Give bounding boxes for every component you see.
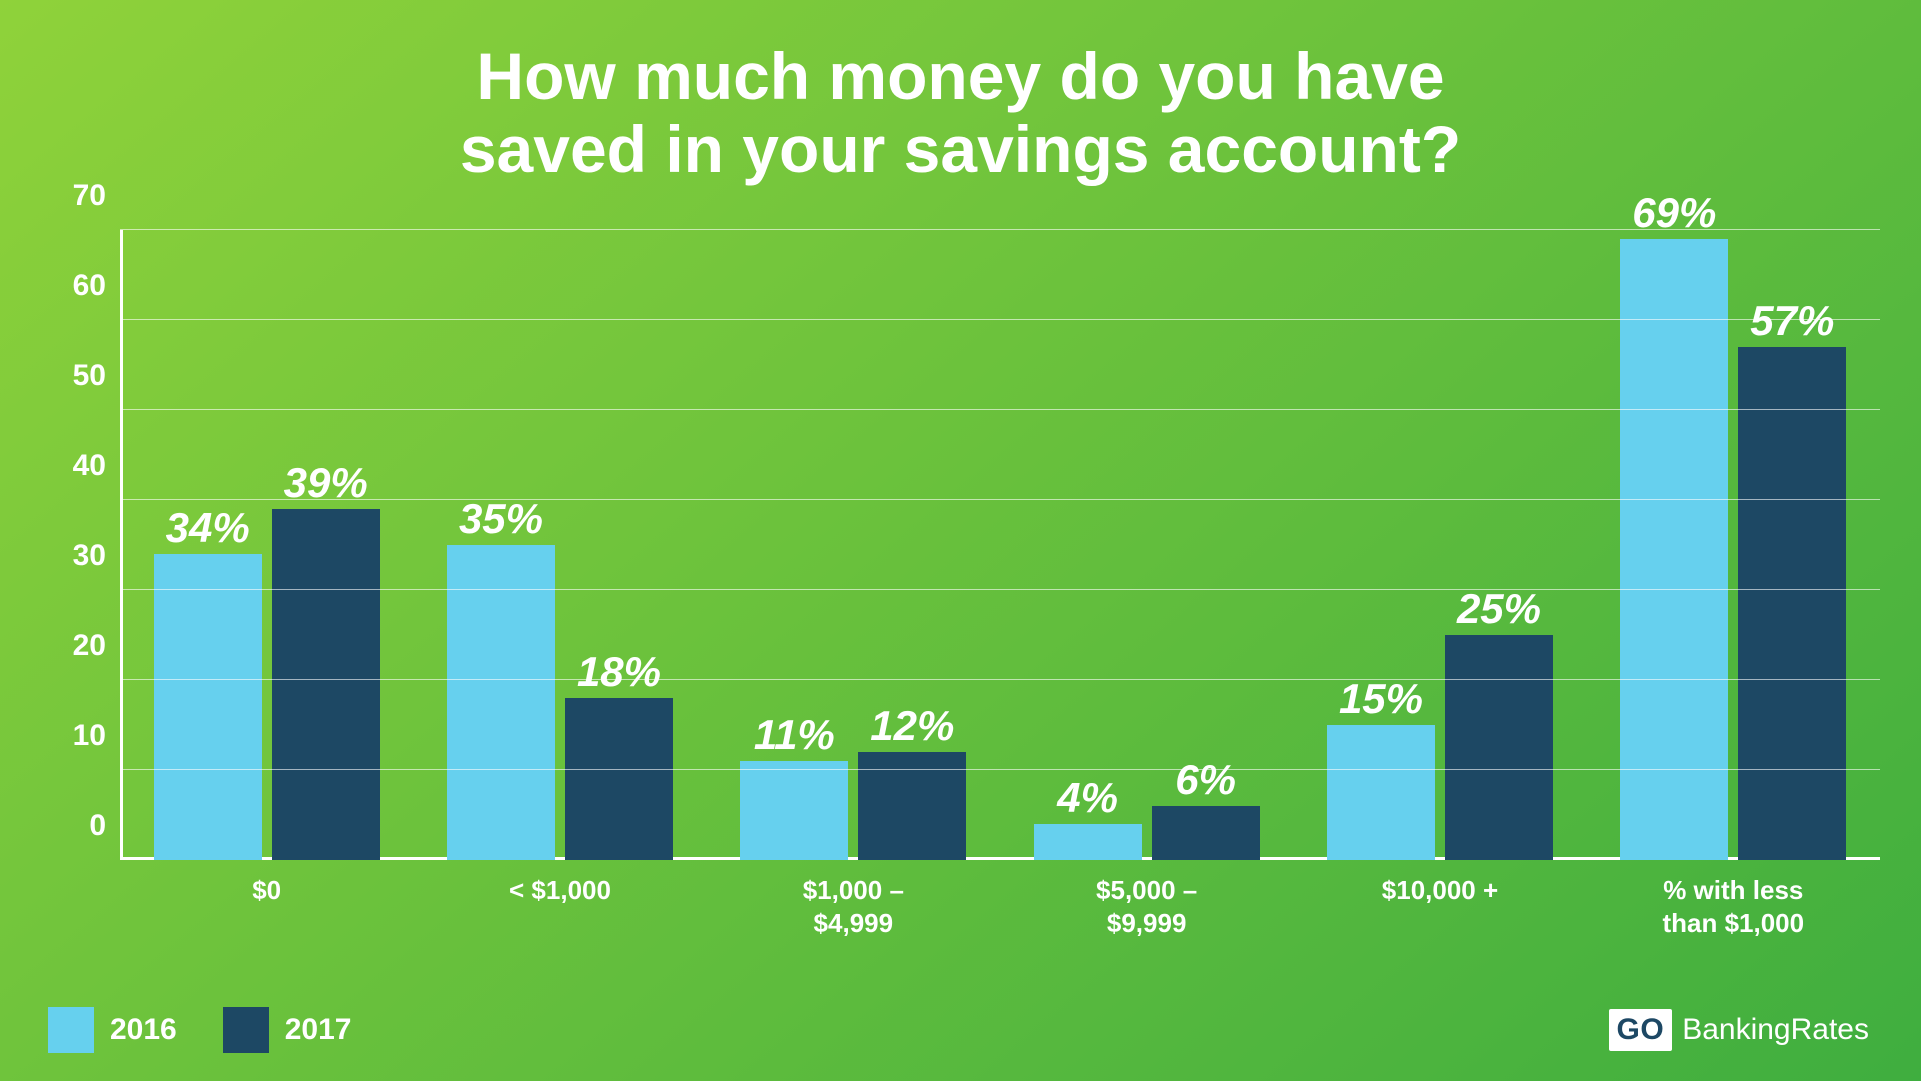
gridline (120, 769, 1880, 770)
y-tick-label: 40 (73, 449, 120, 483)
y-tick-label: 0 (89, 809, 120, 843)
gridline (120, 409, 1880, 410)
bar-value-label: 12% (870, 702, 954, 752)
bar-value-label: 6% (1175, 756, 1236, 806)
bar: 6% (1152, 806, 1260, 860)
bar-value-label: 11% (754, 711, 835, 761)
y-tick-label: 60 (73, 269, 120, 303)
y-tick-label: 50 (73, 359, 120, 393)
bar-group: 15%25%$10,000 + (1293, 230, 1586, 860)
bar-value-label: 25% (1457, 585, 1541, 635)
infographic-canvas: How much money do you have saved in your… (0, 0, 1921, 1081)
gridline (120, 319, 1880, 320)
gridline (120, 499, 1880, 500)
bar: 69% (1620, 239, 1728, 860)
legend-swatch (48, 1007, 94, 1053)
legend: 2016 2017 (48, 1007, 352, 1053)
brand-box: GO (1609, 1009, 1673, 1051)
gridline (120, 589, 1880, 590)
legend-label: 2017 (285, 1013, 352, 1047)
bar: 35% (447, 545, 555, 860)
bar: 15% (1327, 725, 1435, 860)
category-label: < $1,000 (509, 860, 611, 907)
bar: 18% (565, 698, 673, 860)
bar: 57% (1738, 347, 1846, 860)
bar-group: 11%12%$1,000 – $4,999 (707, 230, 1000, 860)
bar-group: 35%18%< $1,000 (413, 230, 706, 860)
category-label: $1,000 – $4,999 (803, 860, 904, 939)
bar-value-label: 18% (577, 648, 661, 698)
bar: 4% (1034, 824, 1142, 860)
gridline (120, 679, 1880, 680)
bar-value-label: 35% (459, 495, 543, 545)
legend-swatch (223, 1007, 269, 1053)
category-label: $10,000 + (1382, 860, 1498, 907)
category-label: $0 (252, 860, 281, 907)
bar: 34% (154, 554, 262, 860)
bar-value-label: 15% (1339, 675, 1423, 725)
bar-value-label: 39% (284, 459, 368, 509)
gridline (120, 229, 1880, 230)
bar: 25% (1445, 635, 1553, 860)
y-tick-label: 20 (73, 629, 120, 663)
bar: 39% (272, 509, 380, 860)
y-tick-label: 70 (73, 179, 120, 213)
brand-text: BankingRates (1682, 1013, 1869, 1047)
bar-value-label: 4% (1057, 774, 1118, 824)
category-label: % with less than $1,000 (1662, 860, 1804, 939)
category-label: $5,000 – $9,999 (1096, 860, 1197, 939)
bar-value-label: 57% (1750, 297, 1834, 347)
legend-item: 2016 (48, 1007, 177, 1053)
y-tick-label: 10 (73, 719, 120, 753)
y-tick-label: 30 (73, 539, 120, 573)
bars-container: 34%39%$035%18%< $1,00011%12%$1,000 – $4,… (120, 230, 1880, 860)
bar: 11% (740, 761, 848, 860)
bar-group: 34%39%$0 (120, 230, 413, 860)
bar-value-label: 69% (1632, 189, 1716, 239)
bar-group: 69%57%% with less than $1,000 (1587, 230, 1880, 860)
bar-group: 4%6%$5,000 – $9,999 (1000, 230, 1293, 860)
legend-item: 2017 (223, 1007, 352, 1053)
chart-title: How much money do you have saved in your… (0, 40, 1921, 185)
chart-area: 34%39%$035%18%< $1,00011%12%$1,000 – $4,… (120, 230, 1880, 860)
bar-value-label: 34% (166, 504, 250, 554)
brand-logo: GO BankingRates (1609, 1009, 1869, 1051)
legend-label: 2016 (110, 1013, 177, 1047)
